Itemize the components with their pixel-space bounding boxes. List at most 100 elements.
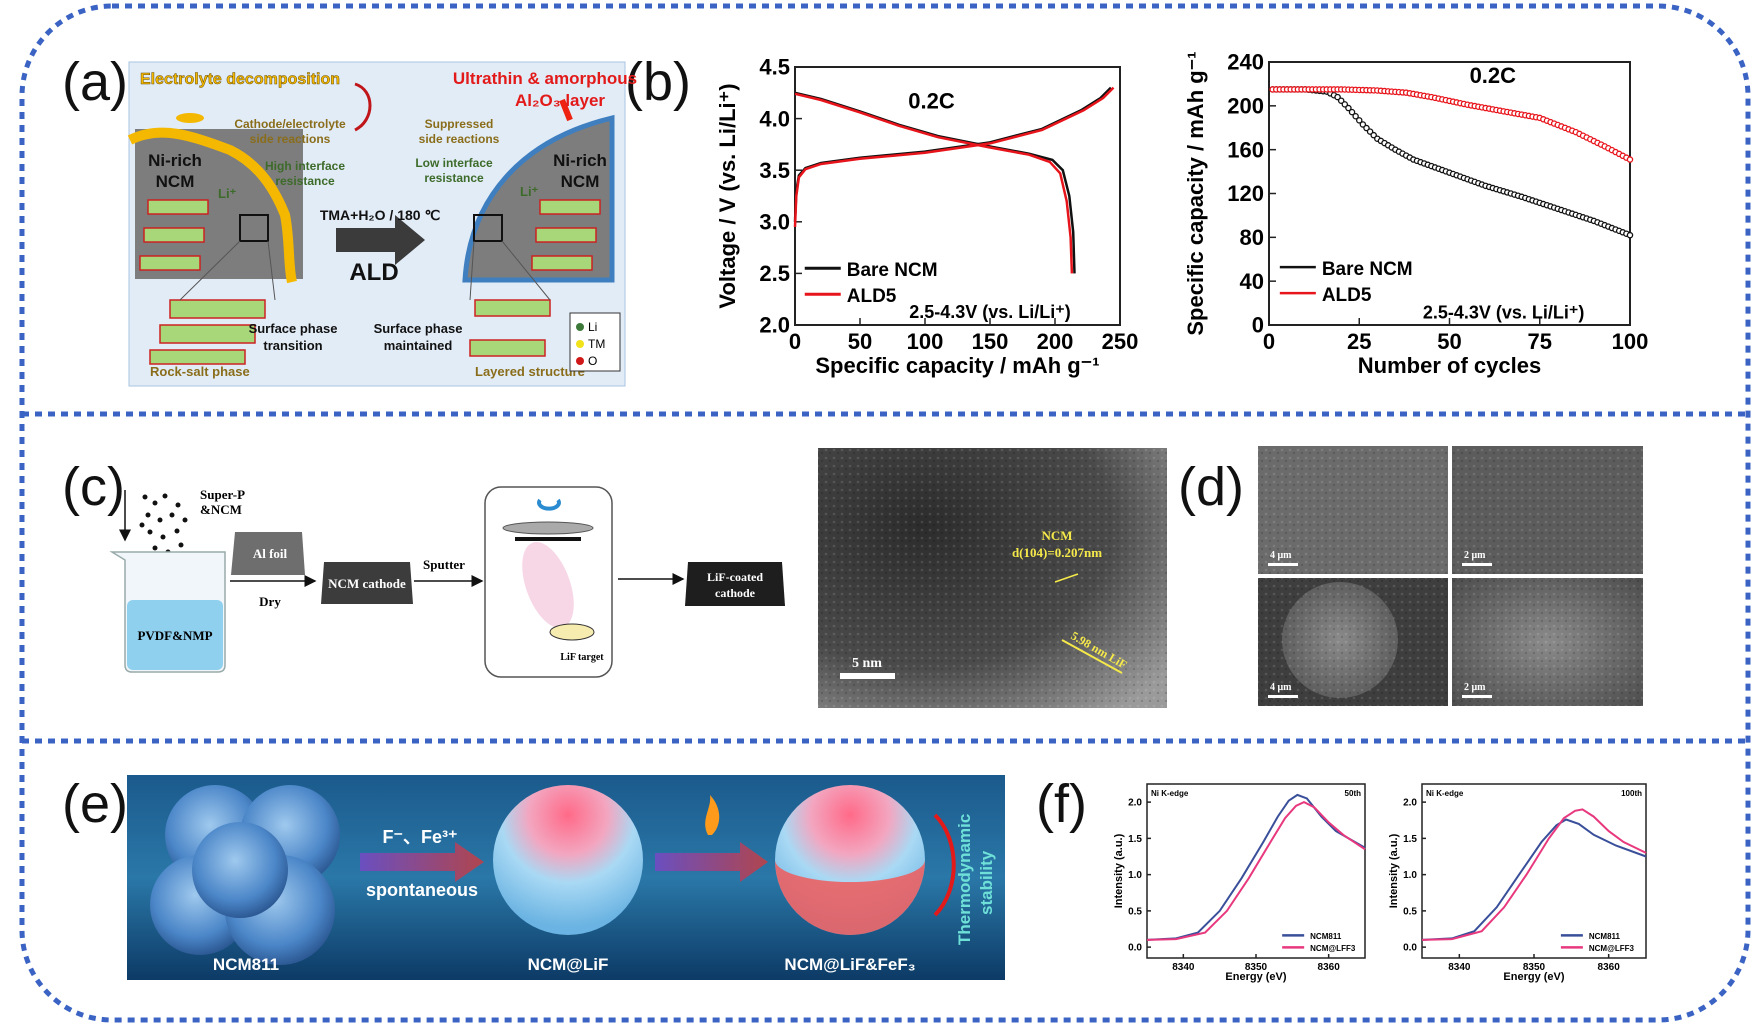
zoom-box-right xyxy=(473,214,503,242)
lif-coated-label-2: cathode xyxy=(715,586,756,600)
ncm-lif-fef3-label: NCM@LiF&FeF₃ xyxy=(784,955,915,974)
y-tick-label: 2.0 xyxy=(1128,798,1142,809)
atom-legend: Li TM O xyxy=(569,312,621,372)
x-tick-label: 8350 xyxy=(1245,962,1268,973)
ncm-cathode-label: NCM cathode xyxy=(328,576,406,591)
cycle-label: 100th xyxy=(1621,789,1642,798)
surface-phase-transition-2: transition xyxy=(263,338,322,353)
y-tick-label: 3.5 xyxy=(759,158,790,183)
thermodynamic-label: Thermodynamic xyxy=(955,814,974,945)
y-tick-label: 2.0 xyxy=(1403,798,1417,809)
electrolyte-layer xyxy=(127,127,297,284)
chart-1: 0 25 50 75 100 0 40 80 120 160 200 240 Number of cyc… xyxy=(1183,50,1648,378)
panel-label-b: (b) xyxy=(625,52,691,112)
stability-label: stability xyxy=(977,850,996,915)
series-line-ncm811 xyxy=(1421,818,1647,941)
data-point xyxy=(1626,231,1634,239)
x-axis-label: Energy (eV) xyxy=(1503,971,1564,983)
y-tick-label: 1.0 xyxy=(1403,870,1417,881)
legend-label: NCM811 xyxy=(1589,932,1621,941)
chart-annotation: 2.5-4.3V (vs. Li/Li⁺) xyxy=(1423,302,1585,322)
super-p-label: Super-P xyxy=(200,487,245,502)
low-resistance-label: resistance xyxy=(424,171,484,185)
panel-label-f: (f) xyxy=(1036,774,1087,834)
data-point xyxy=(1345,104,1352,112)
ncm-right: NCM xyxy=(561,172,600,191)
x-tick-label: 200 xyxy=(1037,329,1074,354)
x-axis-label: Number of cycles xyxy=(1358,353,1541,378)
chart-2: 8340 8350 8360 0.0 0.5 1.0 1.5 2.0 Energy (eV) In… xyxy=(1113,783,1366,983)
sem-scale-label: 2 μm xyxy=(1464,682,1486,693)
ions-label: F⁻、Fe³⁺ xyxy=(383,827,458,847)
panel-a-schematic: Electrolyte decomposition Ultrathin & am… xyxy=(127,61,637,387)
flame-icon xyxy=(705,795,720,835)
y-tick-label: 4.0 xyxy=(759,106,790,131)
plot-frame xyxy=(1146,783,1366,959)
y-tick-label: 160 xyxy=(1227,137,1264,162)
surface-phase-transition-1: Surface phase xyxy=(249,321,338,336)
panel-label-a: (a) xyxy=(62,52,128,112)
legend-label: NCM@LFF3 xyxy=(1310,944,1356,953)
x-tick-label: 100 xyxy=(907,329,944,354)
data-point xyxy=(1356,117,1363,124)
y-tick-label: 0 xyxy=(1252,313,1264,338)
substrate xyxy=(515,537,581,541)
y-tick-label: 2.0 xyxy=(759,313,790,338)
reaction-arrow-2 xyxy=(655,842,768,882)
sem-image: 2 μm xyxy=(1452,578,1643,706)
red-arrow xyxy=(559,98,573,122)
x-tick-label: 8340 xyxy=(1172,962,1195,973)
legend-li: Li xyxy=(588,320,597,334)
series-line-ncm-lff3 xyxy=(1146,800,1366,941)
al-foil-label: Al foil xyxy=(253,546,288,561)
y-tick-label: 0.0 xyxy=(1403,943,1417,954)
y-tick-label: 40 xyxy=(1240,269,1264,294)
dry-label: Dry xyxy=(259,594,281,609)
series-line-ncm-lff3 xyxy=(1421,808,1647,941)
side-reactions-label: side reactions xyxy=(250,132,331,146)
sem-scale-label: 4 μm xyxy=(1270,550,1292,561)
cathode-electrolyte-label: Cathode/electrolyte xyxy=(234,117,346,131)
lif-target-label: LiF target xyxy=(560,652,604,663)
y-tick-label: 1.5 xyxy=(1403,834,1417,845)
rotation-icon xyxy=(537,498,561,511)
zoom-line xyxy=(501,240,551,301)
legend-o: O xyxy=(588,354,597,368)
li-ion-right: Li⁺ xyxy=(520,184,539,199)
x-tick-label: 8340 xyxy=(1448,962,1471,973)
zoom-box-left xyxy=(239,214,269,242)
ncm-lif-particle xyxy=(493,785,643,935)
ald-arrow xyxy=(336,215,425,265)
y-tick-label: 0.5 xyxy=(1128,906,1142,917)
sem-image: 2 μm xyxy=(1452,446,1643,574)
high-resistance-label: resistance xyxy=(275,174,335,188)
cycle-label: 50th xyxy=(1345,789,1362,798)
sputter-label: Sputter xyxy=(423,557,465,572)
panel-label-e: (e) xyxy=(62,774,128,834)
y-tick-label: 0.5 xyxy=(1403,906,1417,917)
y-tick-label: 0.0 xyxy=(1128,943,1142,954)
panel-label-c: (c) xyxy=(62,457,125,517)
sem-scale-label: 2 μm xyxy=(1464,550,1486,561)
y-axis-label: Voltage / V (vs. Li/Li⁺) xyxy=(715,83,740,308)
charts: 0 50 100 150 200 2502.02.53.03.54.04.5Specifi… xyxy=(715,50,1648,983)
series-line-ald5 xyxy=(794,92,1074,274)
x-tick-label: 8360 xyxy=(1598,962,1621,973)
suppressed-side-reactions-label: side reactions xyxy=(419,132,500,146)
edge-title: Ni K-edge xyxy=(1151,789,1189,798)
surface-phase-maintained-2: maintained xyxy=(384,338,453,353)
x-axis-label: Specific capacity / mAh g⁻¹ xyxy=(815,353,1099,378)
ald-label: ALD xyxy=(349,259,398,286)
x-axis-label: Energy (eV) xyxy=(1225,971,1286,983)
legend-label: ALD5 xyxy=(1322,285,1372,306)
y-axis-label: Intensity (a.u.) xyxy=(1113,833,1125,908)
x-tick-label: 8360 xyxy=(1318,962,1341,973)
y-tick-label: 3.0 xyxy=(759,210,790,235)
solution xyxy=(127,600,223,670)
ncm-left: NCM xyxy=(156,172,195,191)
x-tick-label: 75 xyxy=(1528,329,1552,354)
electrolyte-droplet xyxy=(176,113,204,123)
panel-label-d: (d) xyxy=(1178,457,1244,517)
tem-scale-label: 5 nm xyxy=(852,656,882,671)
